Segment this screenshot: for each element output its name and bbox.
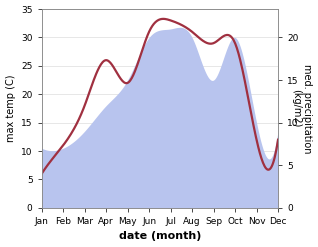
Y-axis label: max temp (C): max temp (C)	[5, 75, 16, 142]
X-axis label: date (month): date (month)	[119, 231, 201, 242]
Y-axis label: med. precipitation
(kg/m2): med. precipitation (kg/m2)	[291, 64, 313, 153]
